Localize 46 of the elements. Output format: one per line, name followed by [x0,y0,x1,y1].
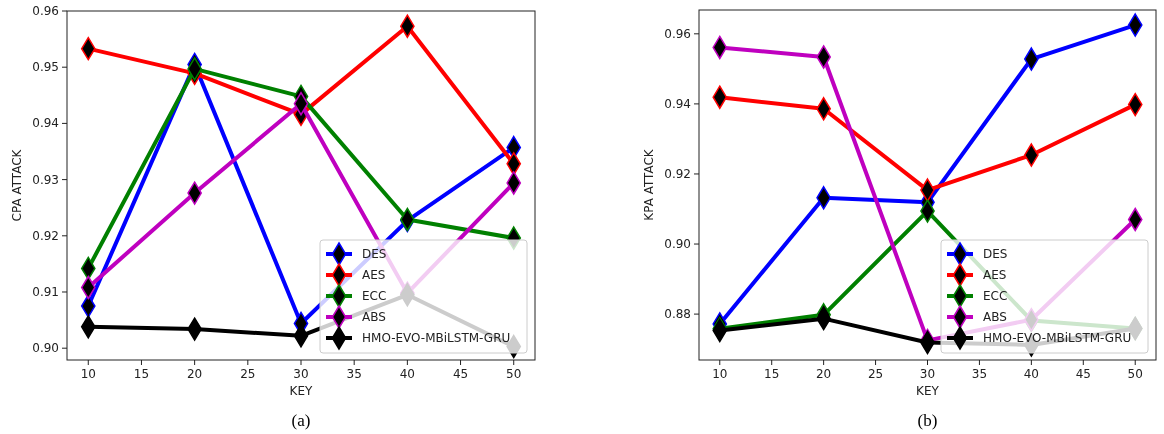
y-tick-label: 0.88 [664,307,691,322]
x-tick-label: 30 [919,367,936,381]
x-tick-label: 35 [346,367,362,381]
x-tick-label: 40 [399,367,415,381]
legend-label: ECC [983,289,1008,303]
x-tick-label: 30 [293,367,309,381]
x-tick-label: 25 [240,367,256,381]
x-tick-label: 10 [712,367,728,381]
x-tick-label: 20 [187,367,203,381]
legend-label: HMO-EVO-MBiLSTM-GRU [362,331,511,345]
legend-label: AES [362,268,386,282]
legend-label: ECC [362,289,387,303]
y-axis-title: CPA ATTACK [10,148,24,222]
y-tick-label: 0.96 [664,26,691,41]
legend-label: ABS [983,310,1007,324]
x-tick-label: 50 [506,367,522,381]
y-tick-label: 0.95 [32,60,59,75]
x-tick-label: 45 [1075,367,1091,381]
y-tick-label: 0.93 [32,172,59,187]
x-axis-title: KEY [916,384,940,398]
x-tick-label: 10 [80,367,96,381]
legend-label: AES [983,268,1007,282]
x-tick-label: 45 [452,367,469,381]
y-tick-label: 0.96 [32,4,59,18]
text: (a) [291,411,311,430]
x-tick-label: 20 [816,367,832,381]
y-tick-label: 0.90 [32,341,59,356]
x-tick-label: 15 [133,367,150,381]
y-axis-title: KPA ATTACK [642,148,656,221]
legend-label: ABS [362,310,386,324]
y-tick-label: 0.92 [32,228,59,243]
x-tick-label: 50 [1127,367,1143,381]
x-tick-label: 15 [764,367,780,381]
legend-label: DES [362,247,387,261]
y-tick-label: 0.90 [664,237,691,252]
y-tick-label: 0.92 [664,166,691,181]
y-tick-label: 0.91 [32,285,59,299]
y-tick-label: 0.94 [32,116,59,131]
x-axis-title: KEY [289,384,314,398]
text: (b) [917,411,938,430]
x-tick-label: 40 [1023,367,1039,381]
x-tick-label: 25 [867,367,884,381]
x-tick-label: 35 [971,367,988,381]
legend-label: DES [983,247,1008,261]
legend-label: HMO-EVO-MBiLSTM-GRU [983,331,1132,345]
y-tick-label: 0.94 [664,96,691,111]
